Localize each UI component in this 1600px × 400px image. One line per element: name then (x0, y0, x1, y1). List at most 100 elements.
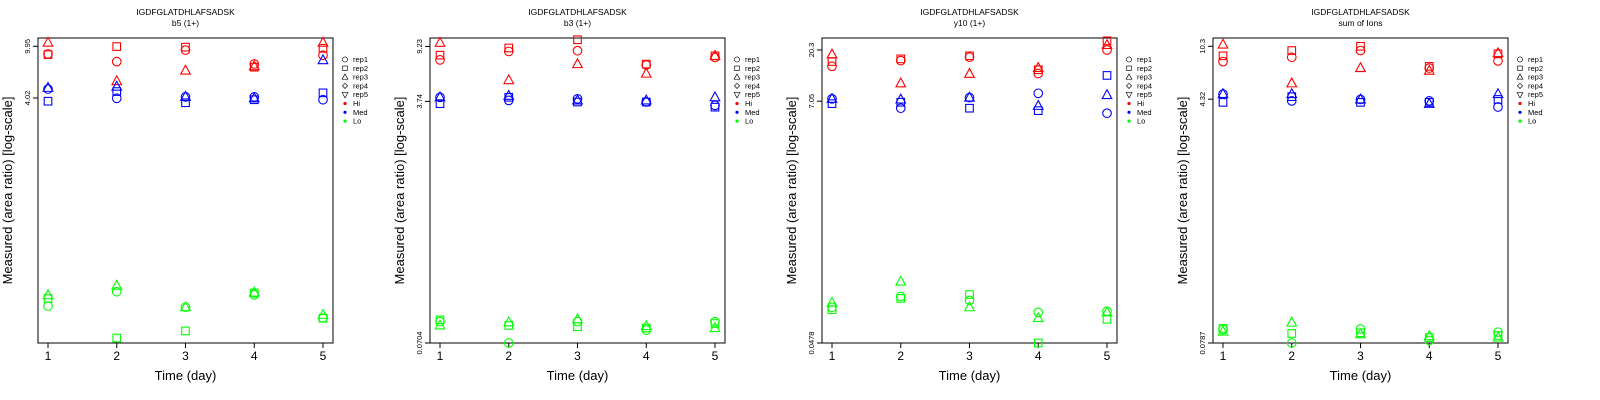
data-point-med-rep3 (434, 90, 446, 102)
legend-marker-rep4 (733, 82, 741, 89)
plot-frame (821, 37, 1118, 344)
data-point-hi-rep3 (317, 36, 329, 47)
data-point-lo-rep3 (1217, 325, 1229, 336)
data-point-hi-rep2 (318, 43, 328, 53)
legend-label-med: Med (745, 108, 760, 117)
data-point-med-rep2 (435, 99, 445, 109)
data-point-med-rep3 (709, 90, 721, 102)
data-point-hi-rep3 (1354, 61, 1367, 73)
legend-dot-hi (1127, 101, 1131, 106)
legend-dot-hi (1518, 101, 1522, 106)
legend-marker-rep2 (1517, 65, 1523, 71)
data-point-hi-rep1 (318, 50, 328, 61)
data-point-hi-rep2 (1424, 62, 1434, 71)
data-point-med-rep2 (710, 102, 720, 112)
data-point-lo-rep2 (827, 305, 837, 315)
data-point-lo-rep2 (1287, 329, 1297, 338)
legend-marker-rep4 (1516, 82, 1524, 89)
chart-title: IGDFGLATDHLAFSADSK (1311, 7, 1410, 17)
data-point-lo-rep3 (1032, 311, 1044, 323)
plot-frame (429, 37, 726, 344)
data-point-hi-rep3 (640, 67, 652, 78)
y-axis-label: Measured (area ratio) [log-scale] (784, 97, 799, 285)
legend-dot-med (1127, 110, 1131, 114)
data-point-hi-rep3 (1217, 38, 1229, 49)
data-point-med-rep1 (1493, 102, 1503, 112)
data-point-lo-rep3 (1101, 305, 1113, 317)
x-tick-label: 3 (182, 349, 189, 363)
data-point-hi-rep1 (827, 61, 837, 72)
legend-label-med: Med (353, 108, 368, 117)
data-point-med-rep2 (1218, 98, 1228, 107)
y-axis-label: Measured (area ratio) [log-scale] (1175, 97, 1190, 285)
legend-label-rep4: rep4 (1528, 81, 1543, 90)
chart-title: IGDFGLATDHLAFSADSK (136, 7, 235, 17)
x-tick-label: 1 (437, 349, 444, 363)
data-point-hi-rep3 (434, 36, 446, 47)
chart-title: IGDFGLATDHLAFSADSK (528, 7, 627, 17)
data-point-hi-rep3 (1492, 46, 1504, 58)
data-point-hi-rep1 (180, 45, 191, 55)
y-tick-label: 0.0478 (807, 332, 816, 355)
x-tick-label: 3 (574, 349, 581, 363)
legend-marker-rep2 (1126, 65, 1132, 71)
data-point-med-rep2 (43, 96, 53, 106)
chart-subtitle: sum of Ions (1339, 18, 1383, 28)
data-point-med-rep2 (827, 99, 837, 109)
legend-marker-rep3 (341, 73, 349, 80)
data-point-med-rep1 (111, 93, 122, 104)
data-point-hi-rep2 (112, 42, 122, 51)
legend-label-rep5: rep5 (1137, 90, 1152, 99)
legend-label-rep4: rep4 (745, 81, 760, 90)
legend-label-hi: Hi (1137, 99, 1144, 108)
legend-label-rep5: rep5 (745, 90, 760, 99)
data-point-lo-rep3 (571, 312, 584, 324)
y-tick-label: 3.74 (415, 94, 424, 109)
legend-label-rep1: rep1 (353, 55, 368, 64)
data-point-med-rep2 (1356, 98, 1365, 107)
y-axis-label: Measured (area ratio) [log-scale] (392, 97, 407, 285)
legend-marker-rep5 (341, 92, 349, 99)
data-point-med-rep1 (503, 95, 514, 106)
data-point-hi-rep3 (1286, 76, 1298, 88)
data-point-med-rep2 (1102, 71, 1112, 80)
x-axis-label: Time (day) (547, 368, 609, 383)
legend-label-rep1: rep1 (1528, 55, 1543, 64)
data-point-med-rep3 (111, 80, 123, 91)
x-tick-label: 5 (320, 349, 327, 363)
x-axis-label: Time (day) (1330, 368, 1392, 383)
legend-label-rep3: rep3 (745, 73, 760, 82)
y-tick-label: 20.3 (807, 43, 816, 58)
data-point-med-rep1 (641, 97, 652, 107)
x-tick-label: 4 (1035, 349, 1042, 363)
data-point-lo-rep1 (1286, 338, 1297, 348)
data-point-hi-rep3 (571, 57, 584, 69)
data-point-lo-rep3 (42, 288, 54, 300)
x-tick-label: 2 (113, 349, 120, 363)
data-point-med-rep3 (1032, 99, 1044, 110)
data-point-lo-rep3 (434, 318, 446, 330)
data-point-lo-rep3 (248, 286, 260, 297)
data-point-med-rep3 (42, 81, 54, 92)
data-point-hi-rep2 (896, 54, 906, 64)
x-tick-label: 3 (966, 349, 973, 363)
legend-label-lo: Lo (353, 117, 361, 126)
data-point-med-rep3 (317, 53, 329, 65)
y-tick-label: 0.0787 (1198, 332, 1207, 355)
data-point-med-rep1 (895, 103, 906, 114)
data-point-med-rep2 (112, 87, 122, 96)
data-point-lo-rep1 (1102, 306, 1112, 317)
legend-label-lo: Lo (1528, 117, 1536, 126)
data-point-hi-rep2 (1218, 51, 1228, 61)
data-point-lo-rep1 (1033, 307, 1044, 318)
legend-dot-lo (735, 119, 739, 123)
chart-subtitle: b5 (1+) (172, 18, 199, 28)
data-point-med-rep3 (963, 91, 976, 102)
data-point-hi-rep2 (435, 50, 445, 60)
x-tick-label: 5 (1495, 349, 1502, 363)
data-point-lo-rep1 (43, 301, 53, 311)
